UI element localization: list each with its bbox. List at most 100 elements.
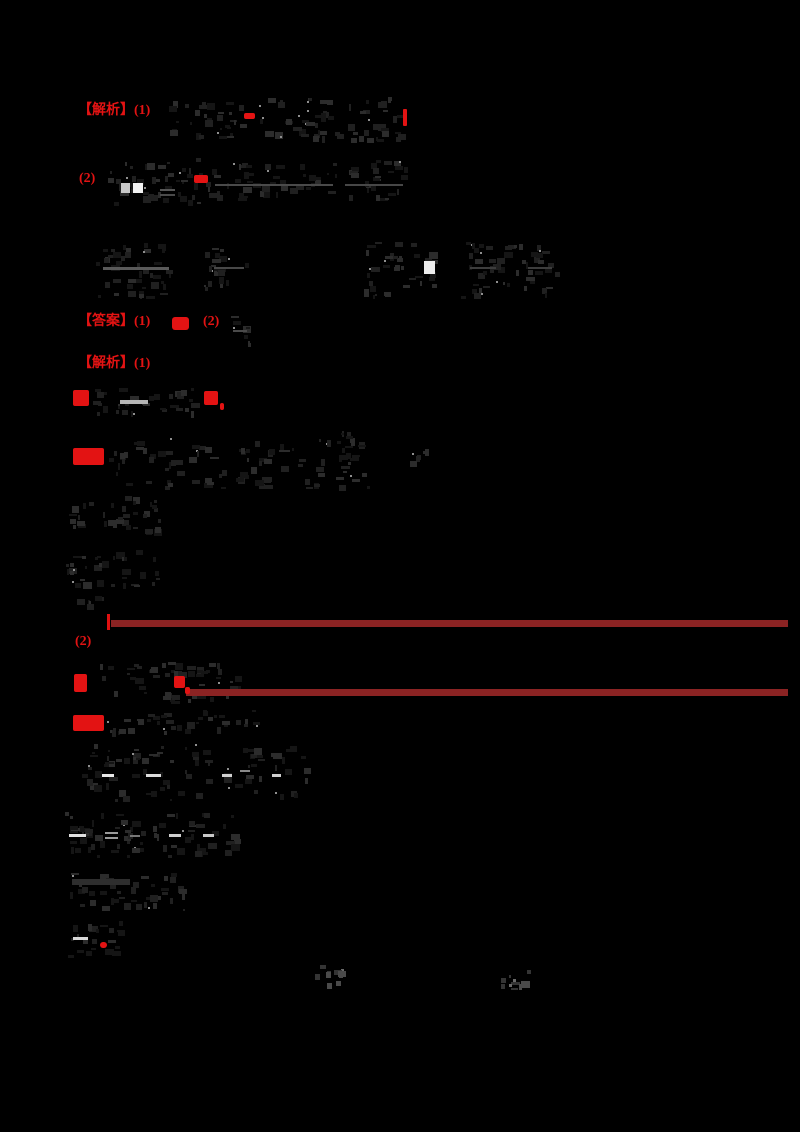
- faint-text-remnant: [132, 175, 137, 182]
- faint-text-remnant: [319, 438, 322, 442]
- faint-text-remnant: [238, 197, 247, 201]
- faint-text-remnant: [369, 280, 374, 287]
- faint-text-remnant: [115, 472, 118, 477]
- faint-text-remnant: [404, 167, 408, 173]
- faint-text-remnant: [184, 746, 188, 751]
- faint-text-remnant: [346, 453, 351, 460]
- faint-text-remnant: [233, 162, 236, 165]
- faint-text-remnant: [94, 596, 103, 601]
- faint-text-remnant: [154, 895, 162, 900]
- faint-text-remnant: [152, 178, 160, 183]
- faint-text-remnant: [174, 670, 178, 678]
- faint-text-remnant: [153, 261, 163, 265]
- faint-text-remnant: [363, 288, 370, 295]
- faint-text-remnant: [69, 513, 77, 516]
- faint-text-remnant: [112, 728, 116, 734]
- faint-text-remnant: [122, 514, 131, 519]
- faint-text-remnant: [187, 698, 191, 703]
- bright-fragment: [105, 832, 118, 834]
- faint-text-remnant: [75, 848, 82, 853]
- faint-text-remnant: [158, 192, 162, 199]
- faint-text-remnant: [212, 259, 221, 263]
- faint-text-remnant: [82, 887, 88, 893]
- faint-text-remnant: [122, 568, 132, 575]
- faint-text-remnant: [166, 813, 175, 818]
- faint-text-remnant: [124, 452, 129, 459]
- faint-text-remnant: [162, 284, 167, 291]
- faint-text-remnant: [318, 130, 328, 136]
- faint-text-remnant: [103, 249, 109, 252]
- faint-text-remnant: [246, 457, 249, 463]
- faint-text-remnant: [508, 984, 512, 988]
- faint-text-remnant: [388, 97, 392, 102]
- faint-text-remnant: [191, 444, 201, 450]
- faint-text-remnant: [226, 279, 229, 287]
- faint-text-remnant: [95, 771, 102, 778]
- faint-text-remnant: [168, 462, 171, 469]
- faint-text-remnant: [197, 716, 203, 720]
- faint-text-remnant: [208, 281, 213, 287]
- faint-text-remnant: [196, 673, 205, 677]
- faint-text-remnant: [258, 458, 268, 462]
- faint-text-remnant: [161, 745, 164, 750]
- bright-fragment: [160, 194, 175, 196]
- faint-text-remnant: [529, 279, 536, 285]
- faint-text-remnant: [69, 892, 73, 899]
- faint-text-remnant: [111, 249, 116, 252]
- faint-text-remnant: [205, 251, 210, 258]
- faint-text-remnant: [492, 264, 501, 271]
- faint-text-remnant: [97, 403, 102, 407]
- faint-text-remnant: [191, 480, 201, 484]
- faint-text-remnant: [115, 260, 123, 266]
- faint-text-remnant: [150, 272, 153, 278]
- faint-text-remnant: [151, 504, 157, 510]
- faint-text-remnant: [399, 255, 403, 261]
- faint-text-remnant: [152, 177, 157, 184]
- faint-text-remnant: [144, 242, 148, 249]
- faint-text-remnant: [118, 729, 126, 734]
- faint-text-remnant: [137, 179, 144, 185]
- faint-text-remnant: [547, 262, 554, 269]
- faint-text-remnant: [169, 438, 172, 441]
- faint-text-remnant: [99, 841, 106, 848]
- faint-text-remnant: [243, 334, 248, 339]
- faint-text-remnant: [400, 266, 404, 271]
- faint-text-remnant: [91, 844, 95, 850]
- bright-fragment: [240, 770, 250, 772]
- faint-text-remnant: [171, 725, 176, 731]
- faint-text-remnant: [511, 987, 519, 991]
- faint-text-remnant: [142, 250, 145, 253]
- faint-text-remnant: [308, 97, 312, 102]
- faint-text-remnant: [371, 162, 377, 169]
- faint-text-remnant: [117, 403, 121, 406]
- faint-text-remnant: [171, 845, 177, 848]
- faint-text-remnant: [161, 715, 168, 718]
- faint-text-remnant: [174, 671, 182, 675]
- faint-text-remnant: [145, 793, 152, 796]
- faint-text-remnant: [211, 264, 217, 268]
- faint-text-remnant: [139, 847, 144, 852]
- faint-text-remnant: [534, 257, 541, 264]
- faint-text-remnant: [72, 525, 77, 529]
- faint-text-remnant: [286, 119, 292, 126]
- faint-text-remnant: [76, 598, 86, 605]
- faint-text-remnant: [216, 663, 220, 669]
- faint-text-remnant: [152, 715, 160, 720]
- faint-text-remnant: [100, 812, 105, 819]
- faint-text-remnant: [80, 903, 85, 908]
- faint-text-remnant: [143, 447, 147, 454]
- faint-text-remnant: [196, 823, 205, 829]
- faint-text-remnant: [219, 473, 222, 479]
- faint-text-remnant: [86, 951, 92, 956]
- faint-text-remnant: [157, 751, 164, 754]
- faint-text-remnant: [396, 258, 403, 263]
- faint-text-remnant: [196, 792, 204, 799]
- faint-text-remnant: [132, 820, 141, 828]
- faint-text-remnant: [429, 251, 438, 259]
- faint-text-remnant: [245, 263, 249, 269]
- faint-text-remnant: [157, 519, 162, 524]
- faint-text-remnant: [198, 445, 207, 450]
- faint-text-remnant: [115, 409, 119, 415]
- faint-text-remnant: [195, 760, 199, 767]
- faint-text-remnant: [114, 946, 120, 950]
